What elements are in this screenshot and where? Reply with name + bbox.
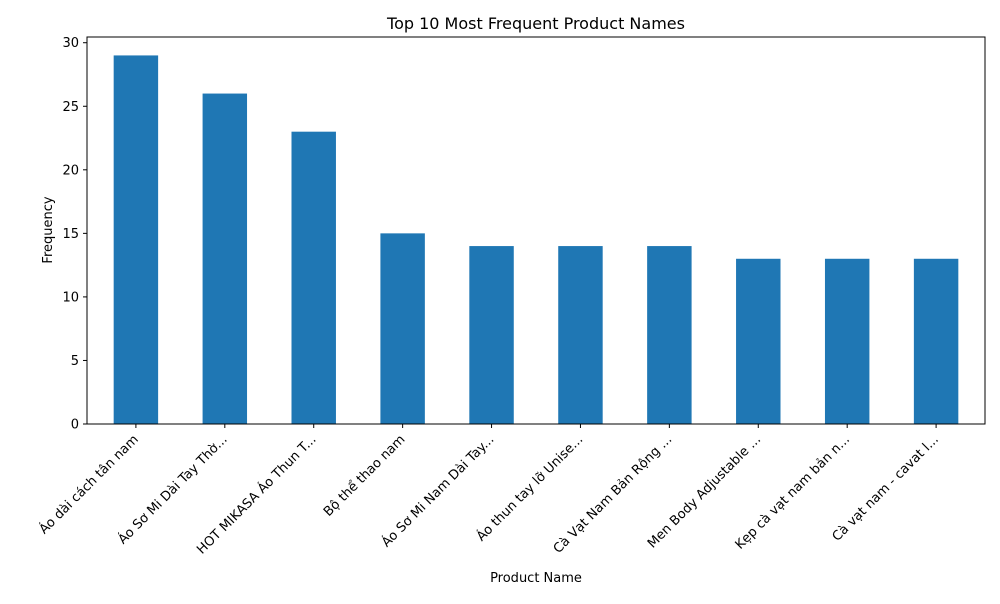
- y-axis: 0 5 10 15 20 25 30: [62, 36, 87, 433]
- bar: [913, 258, 959, 424]
- y-tick-label: 20: [62, 163, 79, 178]
- y-tick-label: 30: [62, 36, 79, 51]
- plot-frame: [86, 36, 986, 425]
- x-tick-label: Áo dài cách tân nam: [36, 432, 142, 538]
- bar: [291, 131, 336, 424]
- x-tick-label: Bộ thể thao nam: [321, 432, 408, 519]
- bars-group: [113, 55, 959, 425]
- y-tick-label: 15: [62, 227, 79, 242]
- x-axis-label: Product Name: [490, 571, 582, 586]
- bar: [736, 258, 781, 424]
- bar: [380, 233, 425, 424]
- bar: [824, 258, 870, 424]
- bar: [647, 246, 692, 424]
- y-tick-label: 10: [62, 290, 79, 305]
- bar: [469, 246, 514, 424]
- y-tick-label: 25: [62, 100, 79, 115]
- y-tick-label: 0: [71, 418, 79, 433]
- bar: [113, 55, 159, 425]
- y-axis-label: Frequency: [41, 196, 56, 263]
- bar: [202, 93, 248, 425]
- chart-title: Top 10 Most Frequent Product Names: [386, 14, 685, 33]
- bar: [558, 246, 603, 424]
- y-tick-label: 5: [71, 354, 79, 369]
